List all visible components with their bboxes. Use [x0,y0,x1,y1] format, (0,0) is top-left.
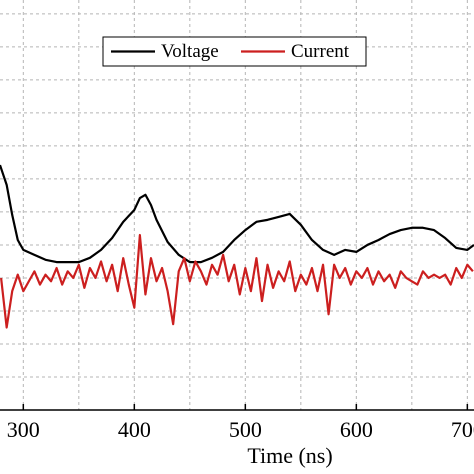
legend-label: Voltage [161,41,219,62]
x-axis-title: Time (ns) [247,443,332,468]
series-line [0,233,474,329]
x-tick-label: 400 [118,417,151,442]
x-tick-label: 700 [451,417,474,442]
x-tick-label: 300 [7,417,40,442]
legend-label: Current [291,41,350,62]
x-tick-label: 600 [340,417,373,442]
series-line [0,164,474,264]
x-tick-label: 500 [229,417,262,442]
